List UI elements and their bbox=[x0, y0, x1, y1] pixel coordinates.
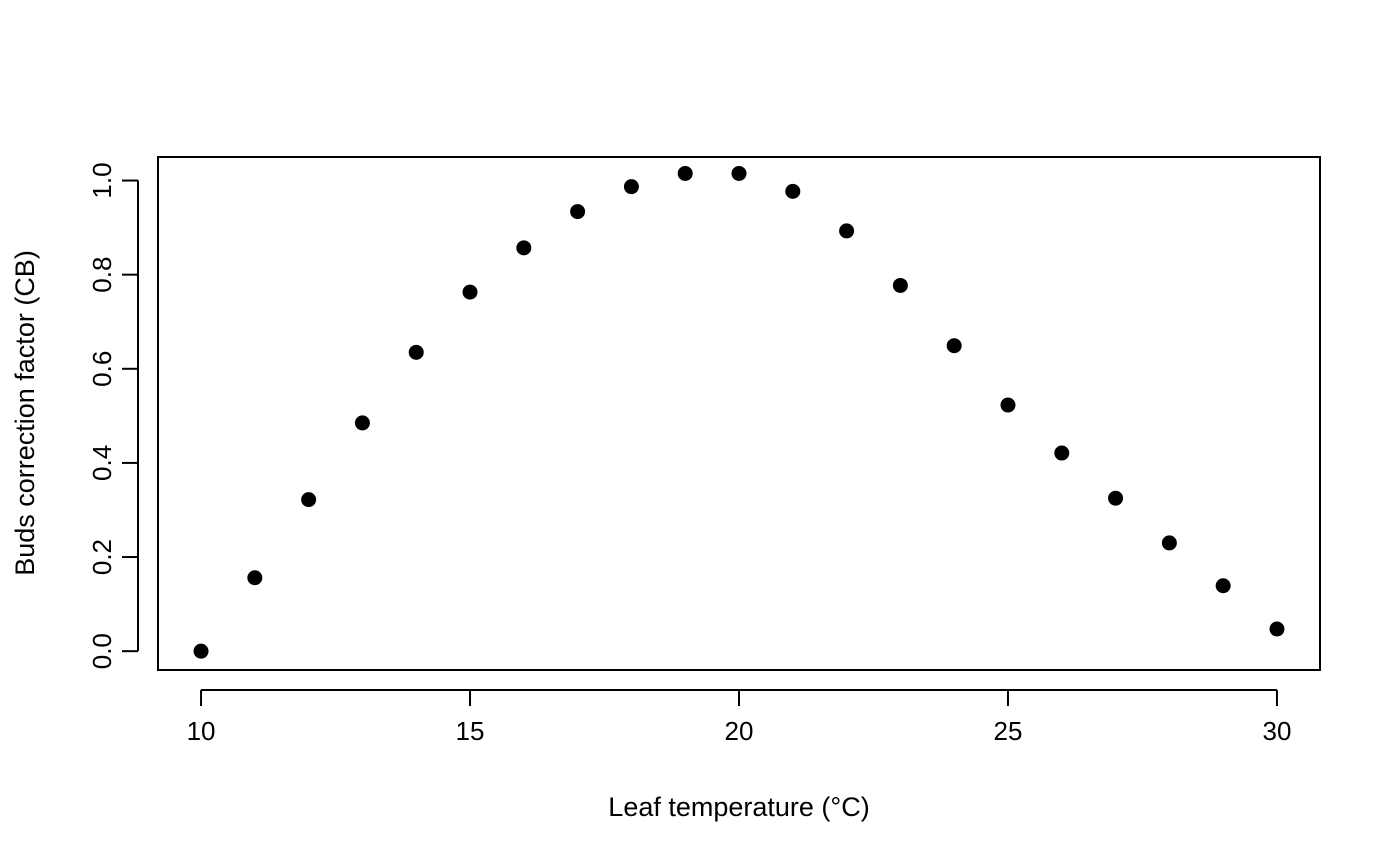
y-tick-label: 0.0 bbox=[87, 633, 117, 669]
data-point bbox=[462, 284, 478, 300]
data-point bbox=[301, 492, 317, 508]
data-point bbox=[408, 344, 424, 360]
y-tick-label: 0.4 bbox=[87, 445, 117, 481]
data-points bbox=[193, 165, 1285, 659]
data-point bbox=[1000, 397, 1016, 413]
y-tick-label: 0.6 bbox=[87, 351, 117, 387]
data-point bbox=[785, 183, 801, 199]
data-point bbox=[1215, 578, 1231, 594]
data-point bbox=[731, 165, 747, 181]
data-point bbox=[193, 643, 209, 659]
y-tick-label: 0.2 bbox=[87, 539, 117, 575]
y-axis: 0.0 0.2 0.4 0.6 0.8 1.0 bbox=[87, 162, 139, 669]
data-point bbox=[623, 179, 639, 195]
x-tick-label: 25 bbox=[994, 716, 1023, 746]
y-ticks: 0.0 0.2 0.4 0.6 0.8 1.0 bbox=[87, 162, 138, 669]
x-tick-label: 30 bbox=[1263, 716, 1292, 746]
y-axis-label: Buds correction factor (CB) bbox=[10, 250, 40, 576]
x-ticks: 10 15 20 25 30 bbox=[187, 690, 1292, 746]
y-tick-label: 0.8 bbox=[87, 257, 117, 293]
y-tick-label: 1.0 bbox=[87, 162, 117, 198]
plot-frame bbox=[157, 156, 1321, 671]
data-point bbox=[1269, 621, 1285, 637]
data-point bbox=[1054, 445, 1070, 461]
data-point bbox=[892, 277, 908, 293]
x-axis-label: Leaf temperature (°C) bbox=[608, 792, 869, 822]
data-point bbox=[1108, 490, 1124, 506]
data-point bbox=[354, 415, 370, 431]
x-axis: 10 15 20 25 30 bbox=[187, 689, 1292, 746]
x-tick-label: 10 bbox=[187, 716, 216, 746]
data-point bbox=[677, 165, 693, 181]
x-tick-label: 20 bbox=[725, 716, 754, 746]
data-point bbox=[946, 338, 962, 354]
data-point bbox=[247, 570, 263, 586]
x-tick-label: 15 bbox=[456, 716, 485, 746]
data-point bbox=[516, 240, 532, 256]
data-point bbox=[839, 223, 855, 239]
data-point bbox=[1161, 535, 1177, 551]
data-point bbox=[570, 204, 586, 220]
